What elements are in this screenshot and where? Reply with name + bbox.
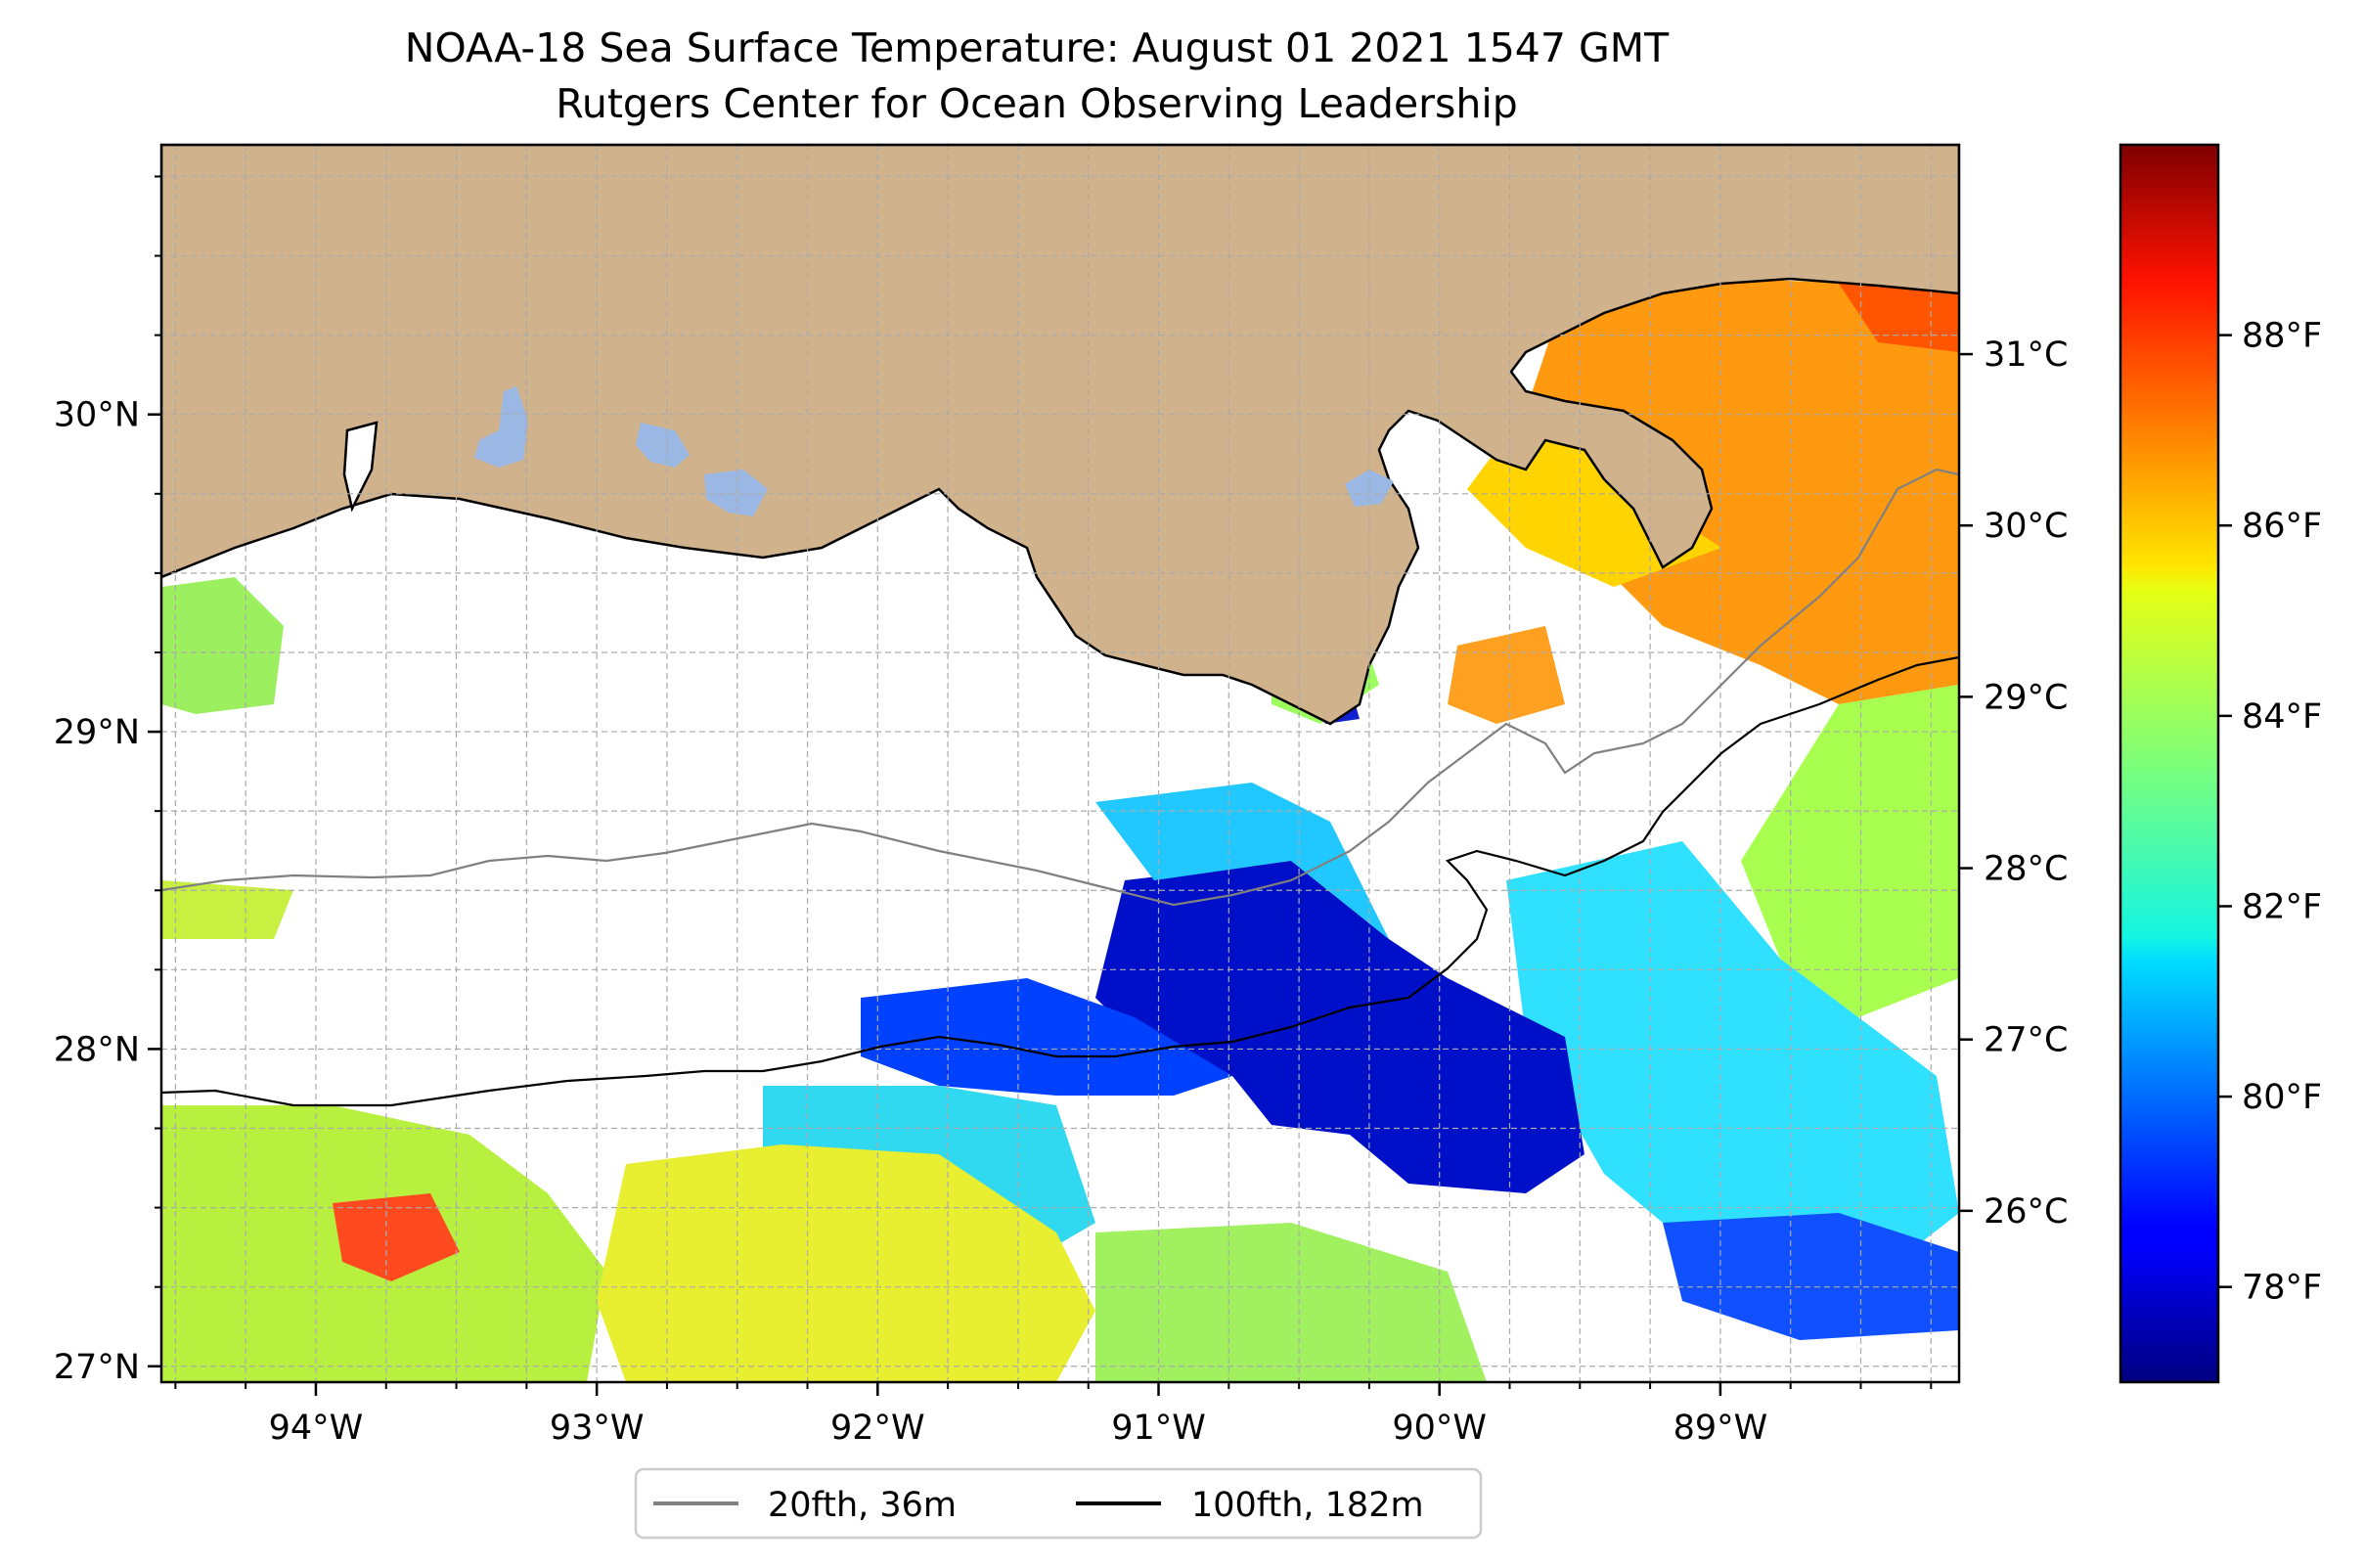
land-mass: [161, 145, 1959, 726]
title-line-2: Rutgers Center for Ocean Observing Leade…: [556, 80, 1518, 127]
sst-patch-west-upper: [161, 577, 284, 714]
lon-tick-label: 93°W: [550, 1409, 645, 1448]
colorbar-f-tick-label: 84°F: [2242, 697, 2322, 737]
legend-label-20fth: 20fth, 36m: [768, 1486, 957, 1525]
sst-patch-hot-east: [1839, 284, 1959, 352]
colorbar-f-tick-label: 78°F: [2242, 1269, 2322, 1308]
sst-patch-cyan-central: [1095, 783, 1389, 939]
colorbar-f-tick-label: 86°F: [2242, 507, 2322, 546]
sst-patch-cold-core: [1095, 861, 1584, 1193]
lat-tick-label: 30°N: [54, 396, 140, 435]
map-panel: [161, 145, 1959, 1382]
colorbar-c-tick-label: 31°C: [1984, 336, 2068, 375]
colorbar-c-tick-label: 30°C: [1984, 507, 2068, 546]
sst-patch-south-east: [1095, 1223, 1487, 1382]
sst-patch-hot-southwest: [333, 1193, 460, 1281]
colorbar-fahrenheit-axis: 78°F 80°F 82°F 84°F 86°F 88°F: [2218, 317, 2322, 1308]
legend[interactable]: 20fth, 36m 100fth, 182m: [634, 1467, 1483, 1540]
lake-1: [474, 386, 528, 468]
sst-patch-cyan-east: [1506, 841, 1959, 1291]
lon-tick-label: 94°W: [269, 1409, 364, 1448]
title-line-1: NOAA-18 Sea Surface Temperature: August …: [405, 24, 1670, 71]
sst-patch-orange-delta: [1448, 626, 1565, 724]
legend-label-100fth: 100fth, 182m: [1191, 1486, 1424, 1525]
sst-patch-green-east: [1741, 685, 1959, 1017]
lon-tick-label: 91°W: [1111, 1409, 1206, 1448]
sst-patch-warm-east: [1526, 279, 1959, 704]
sst-patch-south-central: [597, 1144, 1095, 1382]
lat-tick-label: 27°N: [54, 1348, 140, 1387]
lon-tick-label: 90°W: [1392, 1409, 1487, 1448]
lon-tick-label: 92°W: [830, 1409, 925, 1448]
graticule: [161, 145, 1959, 1382]
colorbar-f-tick-label: 82°F: [2242, 887, 2322, 926]
lon-tick-label: 89°W: [1673, 1409, 1768, 1448]
sst-patch-blue-southeast: [1663, 1213, 1959, 1340]
map-frame: [159, 143, 1961, 1384]
colorbar-c-tick-label: 29°C: [1984, 678, 2068, 717]
lake-3: [704, 470, 768, 516]
coastal-inlet-white: [342, 421, 379, 513]
lat-tick-label: 28°N: [54, 1030, 140, 1069]
sst-data-layer: [161, 279, 1959, 1382]
isobath-100fth: [161, 655, 1959, 1107]
lat-tick-label: 29°N: [54, 713, 140, 752]
sst-patch-blue-central: [861, 978, 1232, 1096]
colorbar-celsius-axis: 26°C 27°C 28°C 29°C 30°C 31°C: [1959, 336, 2068, 1232]
legend-box: [634, 1467, 1483, 1540]
colorbar-c-tick-label: 26°C: [1984, 1192, 2068, 1232]
lake-2: [636, 423, 690, 468]
colorbar-c-tick-label: 28°C: [1984, 850, 2068, 889]
colorbar-gradient: [2119, 143, 2220, 1384]
colorbar-f-tick-label: 88°F: [2242, 317, 2322, 356]
latitude-axis: 27°N 28°N 29°N 30°N: [54, 175, 161, 1387]
isobath-20fth: [161, 468, 1959, 907]
colorbar-c-tick-label: 27°C: [1984, 1021, 2068, 1060]
longitude-axis: 94°W 93°W 92°W 91°W 90°W 89°W: [174, 1382, 1933, 1448]
colorbar-f-tick-label: 80°F: [2242, 1078, 2322, 1117]
sst-patch-west-mid: [161, 880, 293, 939]
colorbar: 26°C 27°C 28°C 29°C 30°C 31°C 78°F 80°F 82°F 84°…: [1959, 143, 2322, 1384]
